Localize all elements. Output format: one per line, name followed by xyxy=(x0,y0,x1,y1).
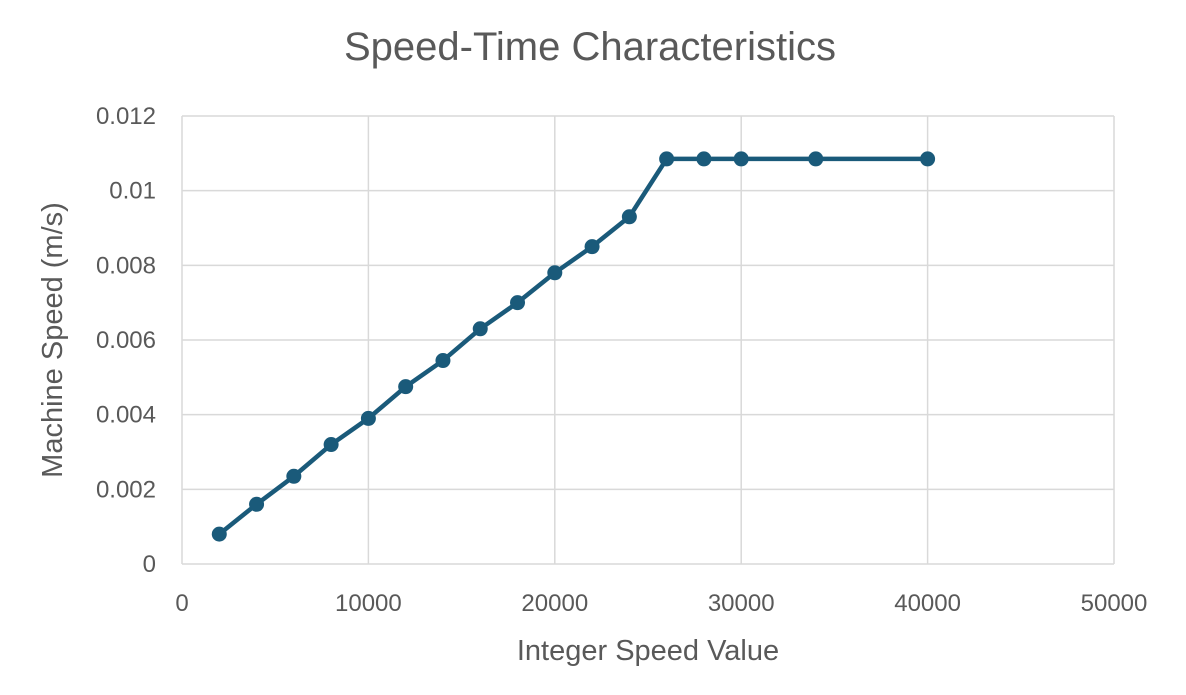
y-tick-labels: 0 0.002 0.004 0.006 0.008 0.01 0.012 xyxy=(96,103,156,578)
x-tick-label: 50000 xyxy=(1081,590,1148,617)
series-group xyxy=(211,151,936,542)
data-point xyxy=(398,379,414,395)
x-tick-labels: 0 10000 20000 30000 40000 50000 xyxy=(175,590,1147,617)
y-axis-title: Machine Speed (m/s) xyxy=(37,202,69,478)
y-tick-label: 0.008 xyxy=(96,252,156,279)
y-tick-label: 0 xyxy=(143,551,156,578)
data-point xyxy=(249,496,265,512)
y-tick-label: 0.004 xyxy=(96,402,156,429)
data-point xyxy=(323,437,339,453)
data-point xyxy=(211,526,227,542)
data-point xyxy=(435,353,451,369)
data-point xyxy=(920,151,936,167)
series-line xyxy=(217,156,930,537)
data-point xyxy=(696,151,712,167)
x-tick-label: 10000 xyxy=(335,590,402,617)
y-tick-label: 0.002 xyxy=(96,476,156,503)
data-point xyxy=(360,410,376,426)
x-tick-label: 20000 xyxy=(521,590,588,617)
data-point xyxy=(808,151,824,167)
data-point xyxy=(547,265,563,281)
data-point xyxy=(472,321,488,337)
chart-title: Speed-Time Characteristics xyxy=(344,25,836,69)
x-tick-label: 0 xyxy=(175,590,188,617)
data-point xyxy=(659,151,675,167)
x-tick-label: 40000 xyxy=(894,590,961,617)
data-point xyxy=(621,209,637,225)
x-axis-title: Integer Speed Value xyxy=(517,635,779,667)
y-tick-label: 0.012 xyxy=(96,103,156,130)
data-point xyxy=(510,295,526,311)
data-point xyxy=(733,151,749,167)
x-tick-label: 30000 xyxy=(708,590,775,617)
data-point xyxy=(584,239,600,255)
data-point xyxy=(286,468,302,484)
gridlines xyxy=(181,115,1115,565)
y-tick-label: 0.01 xyxy=(109,178,156,205)
y-tick-label: 0.006 xyxy=(96,327,156,354)
